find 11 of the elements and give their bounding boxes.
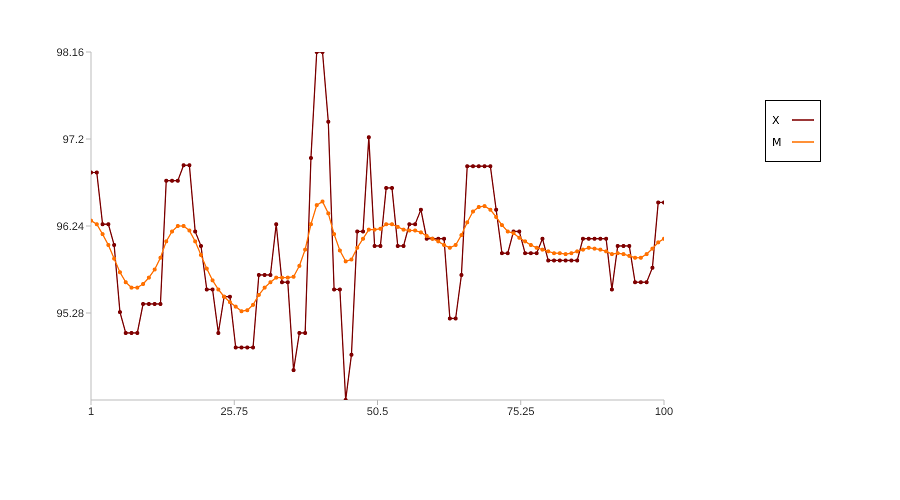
y-tick-label: 95.28: [56, 308, 84, 320]
x-tick-label: 50.5: [366, 406, 388, 418]
x-tick-label: 75.25: [506, 406, 535, 418]
legend-label: X: [772, 114, 781, 126]
x-tick-label: 100: [654, 406, 674, 418]
y-tick-label: 98.16: [56, 46, 84, 59]
y-tick-label: 96.24: [56, 220, 84, 233]
legend-label: M: [772, 136, 782, 148]
x-tick-label: 1: [88, 406, 94, 418]
x-tick-label: 25.75: [220, 406, 248, 418]
y-tick-label: 97.2: [62, 134, 84, 146]
